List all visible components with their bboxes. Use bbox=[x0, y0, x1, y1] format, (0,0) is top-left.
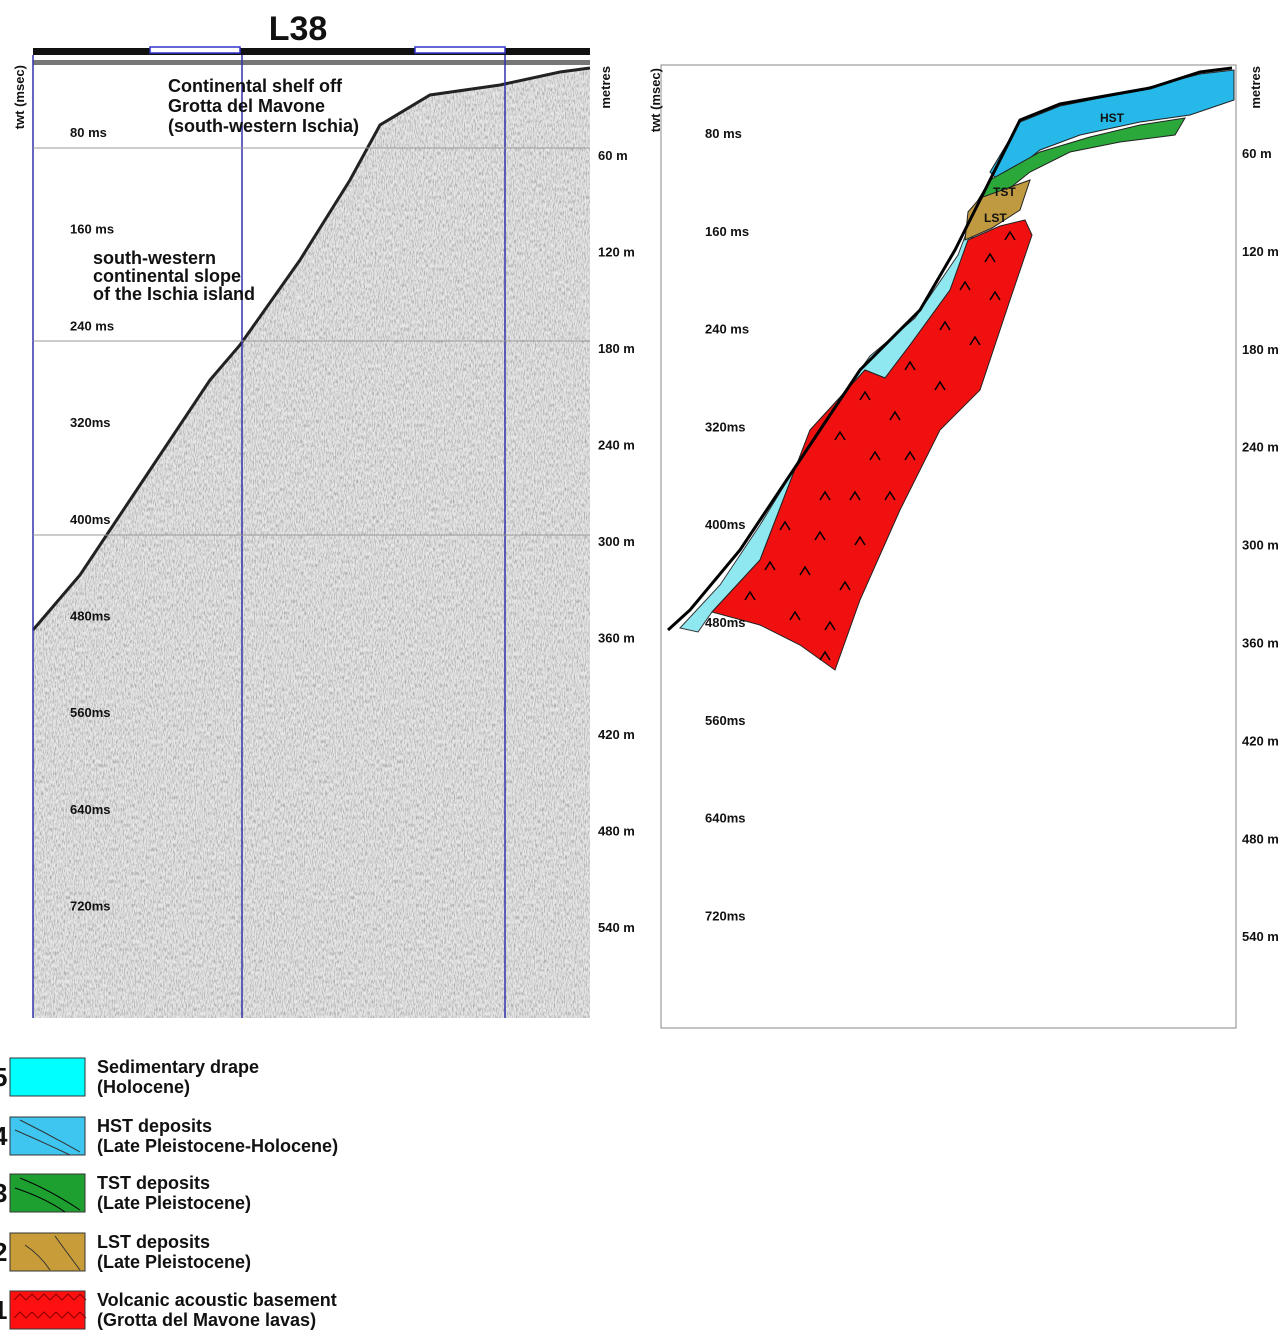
twt-label: 480ms bbox=[705, 615, 745, 630]
legend-subtitle: (Late Pleistocene) bbox=[97, 1252, 251, 1272]
interpretation bbox=[661, 65, 1236, 1028]
legend-number: 5 bbox=[0, 1062, 7, 1092]
depth-label: 420 m bbox=[1242, 733, 1279, 748]
depth-label: 540 m bbox=[598, 920, 635, 935]
twt-label: 560ms bbox=[70, 705, 110, 720]
depth-label: 300 m bbox=[1242, 538, 1279, 553]
annotation: (south-western Ischia) bbox=[168, 116, 359, 136]
depth-label: 180 m bbox=[598, 341, 635, 356]
twt-label: 240 ms bbox=[70, 318, 114, 333]
legend-subtitle: (Holocene) bbox=[97, 1077, 190, 1097]
twt-axis-label: twt (msec) bbox=[12, 65, 27, 129]
twt-label: 80 ms bbox=[70, 125, 107, 140]
depth-label: 240 m bbox=[1242, 440, 1279, 455]
twt-label: 640ms bbox=[705, 811, 745, 826]
unit-label: LST bbox=[984, 211, 1007, 225]
legend-subtitle: (Late Pleistocene-Holocene) bbox=[97, 1136, 338, 1156]
depth-label: 120 m bbox=[598, 245, 635, 260]
annotation: Grotta del Mavone bbox=[168, 96, 325, 116]
legend-subtitle: (Grotta del Mavone lavas) bbox=[97, 1310, 316, 1330]
legend-title: Volcanic acoustic basement bbox=[97, 1290, 337, 1310]
depth-label: 60 m bbox=[1242, 146, 1272, 161]
depth-label: 420 m bbox=[598, 727, 635, 742]
twt-axis-label: twt (msec) bbox=[648, 68, 663, 132]
depth-label: 60 m bbox=[598, 148, 628, 163]
legend-title: Sedimentary drape bbox=[97, 1057, 259, 1077]
depth-label: 360 m bbox=[598, 631, 635, 646]
twt-label: 240 ms bbox=[705, 322, 749, 337]
figure-title: L38 bbox=[269, 10, 328, 48]
legend-title: HST deposits bbox=[97, 1116, 212, 1136]
depth-label: 480 m bbox=[1242, 831, 1279, 846]
depth-axis-label: metres bbox=[1248, 66, 1263, 109]
legend-number: 3 bbox=[0, 1178, 7, 1208]
twt-label: 80 ms bbox=[705, 126, 742, 141]
twt-label: 720ms bbox=[70, 899, 110, 914]
legend-number: 2 bbox=[0, 1237, 7, 1267]
seismic-profile bbox=[33, 47, 590, 1018]
twt-label: 560ms bbox=[705, 713, 745, 728]
depth-label: 240 m bbox=[598, 438, 635, 453]
twt-label: 640ms bbox=[70, 802, 110, 817]
legend-number: 4 bbox=[0, 1121, 8, 1151]
legend-number: 1 bbox=[0, 1295, 7, 1325]
figure: L38 80 ms 160 ms 240 ms 320ms 400ms 480ms 560m… bbox=[0, 0, 1288, 1338]
depth-label: 300 m bbox=[598, 534, 635, 549]
twt-label: 320ms bbox=[70, 415, 110, 430]
twt-label: 160 ms bbox=[70, 222, 114, 237]
depth-label: 180 m bbox=[1242, 342, 1279, 357]
twt-label: 480ms bbox=[70, 609, 110, 624]
legend-swatches bbox=[10, 1058, 86, 1329]
twt-label: 160 ms bbox=[705, 224, 749, 239]
twt-label: 400ms bbox=[705, 517, 745, 532]
legend-title: TST deposits bbox=[97, 1173, 210, 1193]
depth-label: 540 m bbox=[1242, 929, 1279, 944]
unit-label: HST bbox=[1100, 111, 1125, 125]
annotation: south-western bbox=[93, 248, 216, 268]
depth-label: 360 m bbox=[1242, 636, 1279, 651]
twt-label: 720ms bbox=[705, 908, 745, 923]
depth-label: 480 m bbox=[598, 824, 635, 839]
depth-label: 120 m bbox=[1242, 244, 1279, 259]
legend-title: LST deposits bbox=[97, 1232, 210, 1252]
annotation: continental slope bbox=[93, 266, 241, 286]
annotation: Continental shelf off bbox=[168, 76, 343, 96]
annotation: of the Ischia island bbox=[93, 284, 255, 304]
unit-label: TST bbox=[993, 185, 1016, 199]
twt-label: 400ms bbox=[70, 512, 110, 527]
depth-axis-label: metres bbox=[598, 66, 613, 109]
legend-subtitle: (Late Pleistocene) bbox=[97, 1193, 251, 1213]
twt-label: 320ms bbox=[705, 419, 745, 434]
